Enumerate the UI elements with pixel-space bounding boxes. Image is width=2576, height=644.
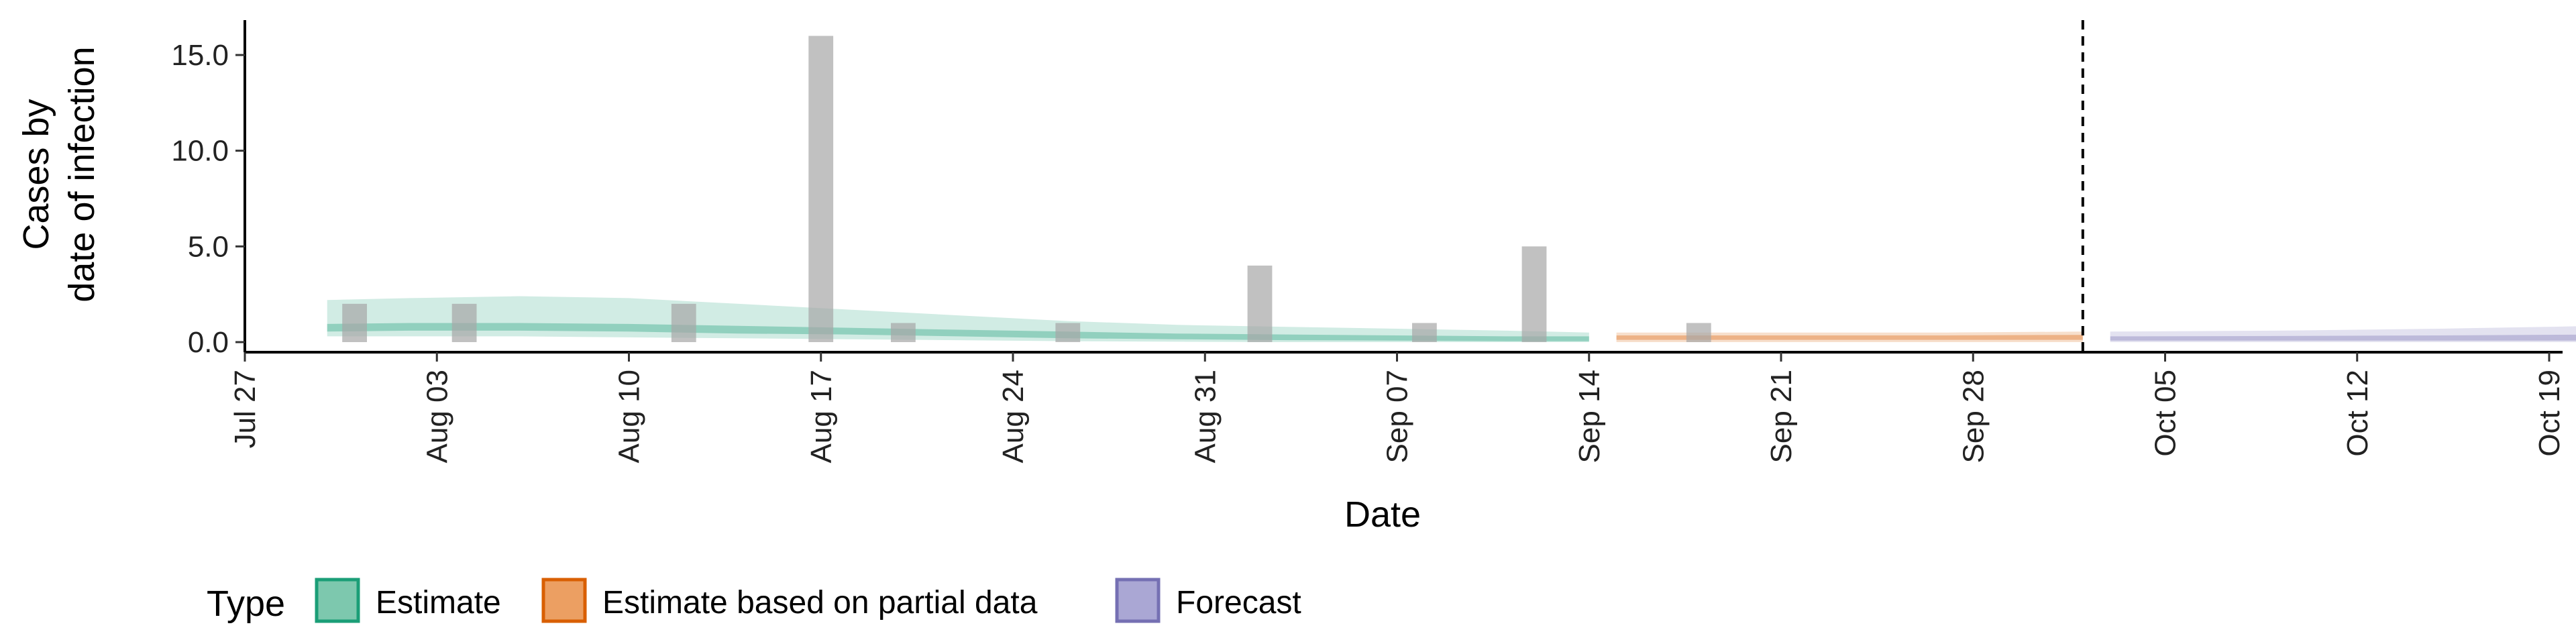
x-tick-label-9: Sep 28 (1957, 370, 1990, 463)
legend-key-1 (541, 578, 587, 623)
legend-items: Estimate Estimate based on partial data Fo… (315, 578, 1301, 623)
bar-7 (1412, 323, 1437, 342)
y-tick-label-1: 5.0 (188, 230, 229, 263)
ribbon-outer-0 (327, 296, 1589, 342)
bar-3 (808, 36, 834, 342)
legend: Type Estimate Estimate based on partial d… (207, 578, 1301, 624)
y-axis-title-line-2: date of infection (62, 46, 102, 302)
legend-key-2 (1115, 578, 1161, 623)
bar-6 (1247, 265, 1273, 342)
y-tick-label-0: 0.0 (188, 326, 229, 359)
bar-9 (1686, 323, 1711, 342)
x-tick-label-8: Sep 21 (1765, 370, 1798, 463)
legend-item-2: Forecast (1115, 578, 1301, 623)
ribbon-outer-2 (2110, 326, 2576, 342)
x-axis-title: Date (1344, 494, 1421, 535)
legend-label-1: Estimate based on partial data (602, 585, 1038, 621)
x-tick-label-0: Jul 27 (229, 370, 262, 448)
ribbon-outer-1 (1616, 331, 2083, 342)
ribbons-layer (327, 296, 2576, 342)
x-tick-label-5: Aug 31 (1189, 370, 1222, 463)
y-axis-title: Cases by date of infection (16, 46, 102, 302)
y-axis-title-line-1: Cases by (16, 99, 56, 250)
ribbon-inner-1 (1616, 335, 2083, 340)
x-tick-label-2: Aug 10 (613, 370, 646, 463)
bar-1 (451, 303, 477, 342)
bar-4 (891, 323, 916, 342)
x-tick-label-11: Oct 12 (2341, 370, 2374, 457)
bar-8 (1521, 246, 1547, 342)
ribbon-inner-2 (2110, 334, 2576, 341)
x-tick-label-6: Sep 07 (1381, 370, 1414, 463)
legend-key-0 (315, 578, 360, 623)
x-tick-label-4: Aug 24 (997, 370, 1030, 463)
ribbon-0 (327, 296, 1589, 342)
legend-item-1: Estimate based on partial data (541, 578, 1038, 623)
x-tick-label-3: Aug 17 (805, 370, 838, 463)
bars-layer (342, 36, 1711, 342)
x-tick-label-7: Sep 14 (1573, 370, 1606, 463)
ribbon-2 (2110, 326, 2576, 342)
ribbon-inner-0 (327, 323, 1589, 341)
x-tick-label-10: Oct 05 (2149, 370, 2182, 457)
legend-item-0: Estimate (315, 578, 501, 623)
ribbon-1 (1616, 331, 2083, 342)
legend-label-2: Forecast (1176, 585, 1301, 621)
bar-0 (342, 303, 367, 342)
y-tick-label-3: 15.0 (171, 39, 229, 72)
axes-layer: 0.0 5.0 10.0 15.0 Jul 27 Aug 03 Aug 10 Aug 17 Au… (171, 20, 2566, 463)
y-tick-label-2: 10.0 (171, 135, 229, 168)
bar-5 (1055, 323, 1081, 342)
x-tick-label-1: Aug 03 (421, 370, 453, 463)
x-tick-label-12: Oct 19 (2533, 370, 2566, 457)
legend-title: Type (207, 584, 285, 624)
legend-label-0: Estimate (376, 585, 501, 621)
bar-2 (671, 303, 696, 342)
